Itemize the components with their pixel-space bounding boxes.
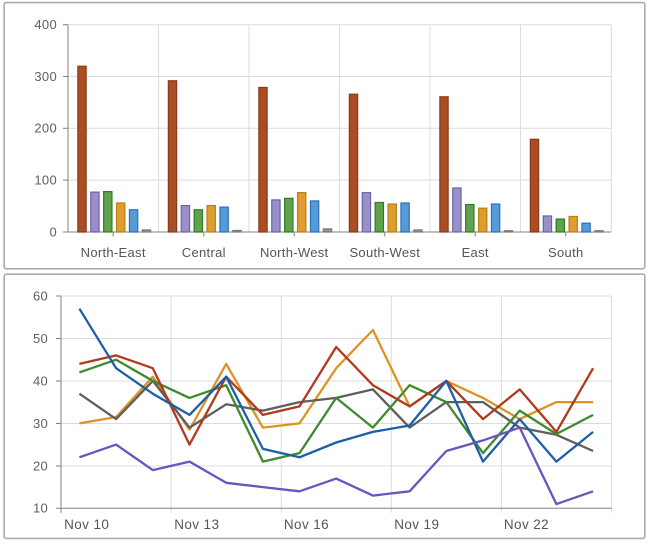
svg-text:Nov 13: Nov 13	[174, 517, 219, 532]
svg-text:0: 0	[49, 224, 57, 239]
svg-text:East: East	[462, 245, 489, 260]
svg-text:300: 300	[34, 69, 57, 84]
svg-text:10: 10	[33, 501, 48, 516]
svg-text:50: 50	[33, 331, 48, 346]
svg-text:Central: Central	[182, 245, 226, 260]
svg-text:North-East: North-East	[81, 245, 146, 260]
svg-text:100: 100	[34, 173, 57, 188]
svg-text:Nov 16: Nov 16	[284, 517, 329, 532]
svg-text:South: South	[548, 245, 583, 260]
svg-text:Nov 19: Nov 19	[394, 517, 439, 532]
svg-text:40: 40	[33, 373, 48, 388]
svg-text:North-West: North-West	[260, 245, 329, 260]
svg-text:400: 400	[34, 17, 57, 32]
svg-text:20: 20	[33, 458, 48, 473]
svg-text:Nov 22: Nov 22	[504, 517, 549, 532]
svg-text:60: 60	[33, 288, 48, 303]
svg-text:30: 30	[33, 416, 48, 431]
svg-text:South-West: South-West	[349, 245, 420, 260]
svg-text:200: 200	[34, 121, 57, 136]
svg-text:Nov 10: Nov 10	[64, 517, 109, 532]
